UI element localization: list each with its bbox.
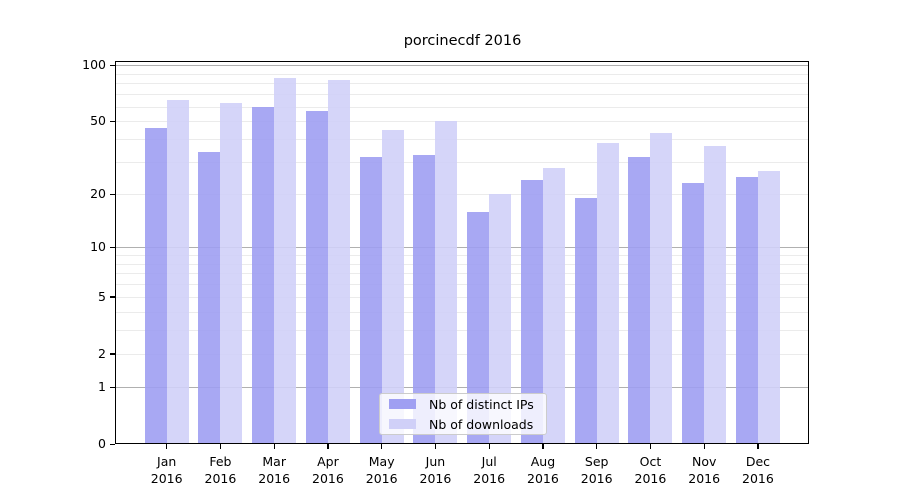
- x-tick-label: Apr 2016: [312, 454, 344, 486]
- bar-downloads: [757, 170, 780, 444]
- bar-downloads: [166, 100, 189, 444]
- y-tick: [110, 120, 115, 123]
- bar-distinct-ips: [359, 157, 382, 444]
- bar-distinct-ips: [413, 154, 436, 444]
- bar-downloads: [274, 78, 297, 444]
- x-tick-label: Sep 2016: [580, 454, 613, 486]
- bar-downloads: [327, 80, 350, 444]
- bar-distinct-ips: [305, 110, 328, 444]
- bar-downloads: [542, 167, 565, 444]
- minor-gridline: [115, 121, 809, 123]
- y-tick: [110, 386, 115, 388]
- minor-gridline: [115, 263, 809, 265]
- minor-gridline: [115, 311, 809, 313]
- x-tick: [488, 444, 490, 449]
- major-gridline: [115, 65, 809, 67]
- plot-area: [115, 61, 809, 444]
- x-tick-label: May 2016: [365, 454, 398, 486]
- bar-distinct-ips: [467, 211, 490, 444]
- y-tick: [110, 296, 115, 298]
- bar-distinct-ips: [735, 176, 758, 444]
- minor-gridline: [115, 73, 809, 75]
- legend-label: Nb of downloads: [429, 416, 534, 432]
- minor-gridline: [115, 284, 809, 286]
- bar-distinct-ips: [682, 183, 705, 444]
- legend-label: Nb of distinct IPs: [429, 396, 534, 412]
- bar-downloads: [704, 145, 727, 444]
- y-tick-label: 1: [98, 379, 106, 395]
- bar-distinct-ips: [252, 106, 275, 444]
- minor-gridline: [115, 194, 809, 196]
- minor-gridline: [115, 94, 809, 96]
- bar-distinct-ips: [520, 179, 543, 444]
- y-tick: [110, 64, 115, 67]
- minor-gridline: [115, 330, 809, 332]
- x-tick: [219, 444, 222, 449]
- bar-downloads: [220, 102, 243, 444]
- y-tick: [110, 246, 115, 249]
- y-tick: [110, 193, 115, 195]
- x-tick: [703, 444, 705, 449]
- x-tick-label: Oct 2016: [634, 454, 667, 486]
- minor-gridline: [115, 353, 809, 355]
- x-tick-label: Feb 2016: [204, 454, 237, 486]
- minor-gridline: [115, 106, 809, 108]
- x-tick: [381, 444, 383, 449]
- x-tick: [596, 444, 598, 449]
- bar-downloads: [596, 143, 619, 444]
- minor-gridline: [115, 296, 809, 298]
- bar-downloads: [381, 129, 404, 444]
- x-tick-label: Dec 2016: [742, 454, 774, 486]
- y-tick-label: 100: [82, 57, 106, 73]
- x-tick: [434, 444, 437, 449]
- bar-distinct-ips: [628, 157, 651, 444]
- bar-downloads: [435, 121, 458, 444]
- x-tick: [649, 444, 652, 449]
- x-tick: [166, 444, 168, 449]
- x-tick-label: Jan 2016: [150, 454, 183, 486]
- y-tick-label: 10: [90, 239, 106, 255]
- minor-gridline: [115, 273, 809, 275]
- y-tick-label: 5: [98, 288, 106, 304]
- x-tick: [757, 444, 759, 449]
- legend-item-distinct-ips: Nb of distinct IPs: [389, 397, 537, 412]
- y-tick-label: 0: [98, 436, 106, 451]
- chart-title: porcinecdf 2016: [403, 33, 522, 49]
- x-tick: [273, 444, 275, 449]
- legend-swatch-downloads-icon: [389, 419, 416, 429]
- bar-downloads: [650, 133, 673, 444]
- bar-distinct-ips: [574, 198, 597, 444]
- bar-distinct-ips: [198, 152, 221, 444]
- bar-downloads: [489, 194, 512, 444]
- minor-gridline: [115, 162, 809, 164]
- minor-gridline: [115, 255, 809, 257]
- x-tick: [327, 444, 329, 449]
- y-tick-label: 20: [90, 186, 106, 202]
- x-tick-label: Jul 2016: [473, 454, 506, 486]
- legend-item-downloads: Nb of downloads: [389, 417, 537, 432]
- legend: Nb of distinct IPs Nb of downloads: [379, 393, 547, 435]
- y-tick: [110, 443, 115, 445]
- bar-distinct-ips: [144, 128, 167, 444]
- legend-swatch-distinct-ips-icon: [389, 399, 416, 409]
- x-tick-label: Mar 2016: [258, 454, 291, 486]
- x-tick-label: Aug 2016: [527, 454, 559, 486]
- minor-gridline: [115, 83, 809, 85]
- y-tick-label: 2: [98, 345, 106, 361]
- major-gridline: [115, 247, 809, 249]
- x-tick-label: Nov 2016: [688, 454, 721, 486]
- x-tick: [542, 444, 544, 449]
- minor-gridline: [115, 139, 809, 141]
- y-tick: [110, 353, 115, 355]
- y-tick-label: 50: [90, 113, 106, 129]
- x-tick-label: Jun 2016: [419, 454, 452, 486]
- major-gridline: [115, 387, 809, 389]
